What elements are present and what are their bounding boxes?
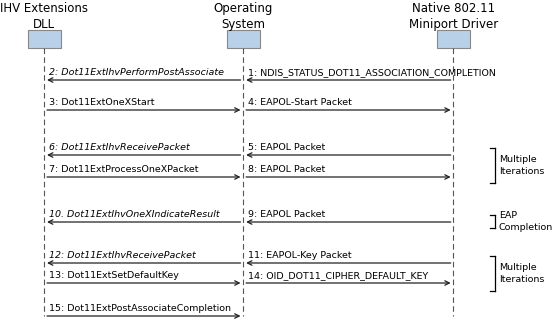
Text: 12: Dot11ExtIhvReceivePacket: 12: Dot11ExtIhvReceivePacket <box>49 251 196 260</box>
Text: 10. Dot11ExtIhvOneXIndicateResult: 10. Dot11ExtIhvOneXIndicateResult <box>49 210 220 219</box>
Text: Multiple
Iterations: Multiple Iterations <box>499 263 544 284</box>
Text: 7: Dot11ExtProcessOneXPacket: 7: Dot11ExtProcessOneXPacket <box>49 165 199 174</box>
Text: Operating
System: Operating System <box>213 2 273 31</box>
Text: Multiple
Iterations: Multiple Iterations <box>499 156 544 175</box>
Bar <box>227 30 260 48</box>
Text: Native 802.11
Miniport Driver: Native 802.11 Miniport Driver <box>409 2 498 31</box>
Bar <box>437 30 470 48</box>
Text: 14: OID_DOT11_CIPHER_DEFAULT_KEY: 14: OID_DOT11_CIPHER_DEFAULT_KEY <box>248 271 429 280</box>
Bar <box>28 30 61 48</box>
Text: IHV Extensions
DLL: IHV Extensions DLL <box>0 2 88 31</box>
Text: 4: EAPOL-Start Packet: 4: EAPOL-Start Packet <box>248 98 352 107</box>
Text: 2: Dot11ExtIhvPerformPostAssociate: 2: Dot11ExtIhvPerformPostAssociate <box>49 68 224 77</box>
Text: 3: Dot11ExtOneXStart: 3: Dot11ExtOneXStart <box>49 98 155 107</box>
Text: 1: NDIS_STATUS_DOT11_ASSOCIATION_COMPLETION: 1: NDIS_STATUS_DOT11_ASSOCIATION_COMPLET… <box>248 68 496 77</box>
Text: 13: Dot11ExtSetDefaultKey: 13: Dot11ExtSetDefaultKey <box>49 271 179 280</box>
Text: 8: EAPOL Packet: 8: EAPOL Packet <box>248 165 326 174</box>
Text: 5: EAPOL Packet: 5: EAPOL Packet <box>248 143 326 152</box>
Text: EAP
Completion: EAP Completion <box>499 211 553 232</box>
Text: 11: EAPOL-Key Packet: 11: EAPOL-Key Packet <box>248 251 352 260</box>
Text: 15: Dot11ExtPostAssociateCompletion: 15: Dot11ExtPostAssociateCompletion <box>49 304 231 313</box>
Text: 6: Dot11ExtIhvReceivePacket: 6: Dot11ExtIhvReceivePacket <box>49 143 190 152</box>
Text: 9: EAPOL Packet: 9: EAPOL Packet <box>248 210 326 219</box>
